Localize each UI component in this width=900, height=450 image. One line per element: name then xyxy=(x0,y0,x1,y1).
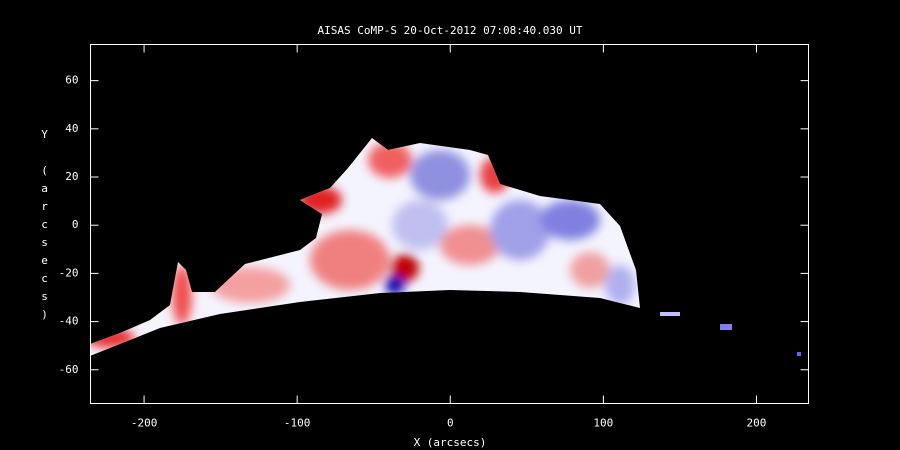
x-tick-label: 200 xyxy=(747,417,767,430)
y-tick-label: -40 xyxy=(59,315,79,328)
y-tick-label: 60 xyxy=(65,74,78,87)
x-tick-label: -100 xyxy=(284,417,311,430)
chart-title: AISAS CoMP-S 20-Oct-2012 07:08:40.030 UT xyxy=(318,24,583,37)
y-tick-label: -60 xyxy=(59,363,79,376)
y-tick-label: -20 xyxy=(59,266,79,279)
x-tick-label: 100 xyxy=(593,417,613,430)
y-tick-label: 20 xyxy=(65,170,78,183)
x-tick-label: 0 xyxy=(447,417,454,430)
x-tick-label: -200 xyxy=(131,417,158,430)
y-axis-label: Y (arcsecs) xyxy=(38,128,51,326)
y-tick-label: 0 xyxy=(72,218,79,231)
plot-frame xyxy=(90,44,809,404)
x-axis-label: X (arcsecs) xyxy=(414,436,487,449)
y-tick-label: 40 xyxy=(65,122,78,135)
